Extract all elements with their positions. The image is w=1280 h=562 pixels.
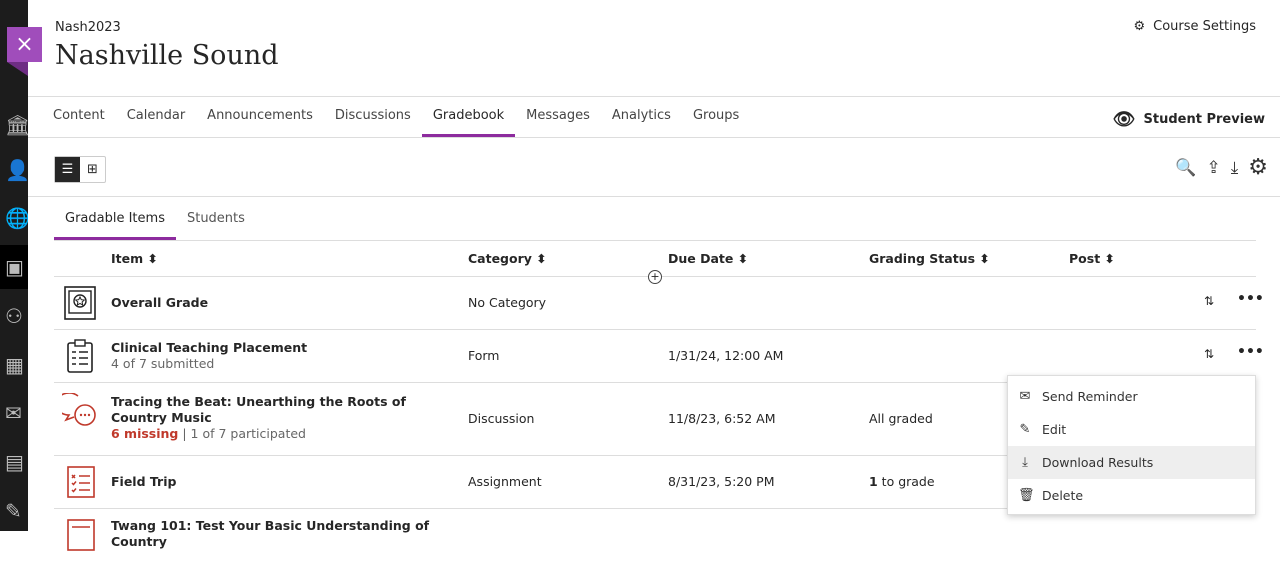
calendar-icon[interactable]: ▦ [5, 353, 24, 377]
course-id: Nash2023 [55, 20, 121, 35]
profile-icon[interactable]: 👤 [5, 158, 28, 182]
eye-icon: 👁 [1112, 109, 1136, 130]
course-nav: Content Calendar Announcements Discussio… [28, 96, 1280, 138]
grading-status[interactable]: 1 to grade [869, 474, 935, 489]
courses-icon[interactable]: ▣ [0, 245, 28, 289]
item-title[interactable]: Clinical Teaching Placement [111, 340, 308, 355]
column-category[interactable]: Category ⬍ [468, 251, 547, 266]
menu-label: Delete [1042, 488, 1084, 503]
close-course-button[interactable]: × [7, 27, 42, 76]
menu-label: Send Reminder [1042, 389, 1138, 404]
tab-content[interactable]: Content [53, 108, 105, 123]
view-toggle: ☰ ⊞ [54, 156, 106, 183]
globe-icon[interactable]: 🌐 [5, 206, 28, 230]
more-options-icon[interactable]: ••• [1237, 344, 1264, 360]
tab-groups[interactable]: Groups [692, 108, 740, 123]
column-grading-status[interactable]: Grading Status ⬍ [869, 251, 990, 266]
table-row: Clinical Teaching Placement 4 of 7 submit… [54, 330, 1264, 383]
item-participation: | 1 of 7 participated [178, 426, 306, 441]
tab-messages[interactable]: Messages [526, 108, 590, 123]
discussion-icon [62, 393, 96, 426]
grading-status: All graded [869, 411, 933, 426]
tab-gradable-items[interactable]: Gradable Items [54, 197, 176, 240]
menu-label: Edit [1042, 422, 1067, 437]
item-name[interactable]: Clinical Teaching Placement 4 of 7 submit… [111, 340, 441, 372]
column-post[interactable]: Post ⬍ [1069, 251, 1115, 266]
table-row: Twang 101: Test Your Basic Understanding… [54, 509, 1256, 562]
list-view-button[interactable]: ☰ [55, 157, 80, 182]
to-grade-count: 1 [869, 474, 878, 489]
messages-icon[interactable]: ✉ [5, 401, 22, 425]
to-grade-label: to grade [877, 474, 935, 489]
gear-icon[interactable]: ⚙ [1248, 155, 1268, 180]
menu-item-send-reminder[interactable]: ✉ Send Reminder [1008, 380, 1255, 413]
tab-announcements[interactable]: Announcements [207, 108, 313, 123]
menu-label: Download Results [1042, 455, 1154, 470]
student-preview-label: Student Preview [1143, 112, 1265, 127]
divider [28, 196, 1280, 197]
page-title: Nashville Sound [55, 40, 279, 71]
pencil-icon: ✎ [1019, 422, 1031, 437]
item-category: No Category [468, 295, 547, 310]
tab-analytics[interactable]: Analytics [611, 108, 671, 123]
tab-gradebook[interactable]: Gradebook [421, 97, 516, 137]
item-due-date: 8/31/23, 5:20 PM [668, 474, 775, 489]
add-item-button[interactable]: + [648, 270, 662, 284]
upload-icon[interactable]: ⇪ [1206, 157, 1221, 178]
item-options-menu: ✉ Send Reminder ✎ Edit ⤓ Download Results 🗑… [1007, 375, 1256, 515]
item-name[interactable]: Field Trip [111, 474, 177, 489]
table-row: Overall Grade No Category ⇅ ••• [54, 277, 1264, 330]
tools-icon[interactable]: ✎ [5, 499, 22, 523]
item-name[interactable]: Twang 101: Test Your Basic Understanding… [111, 518, 430, 549]
column-due-date[interactable]: Due Date ⬍ [668, 251, 749, 266]
global-sidebar: 🏛 👤 🌐 ▣ ⚇ ▦ ✉ ▤ ✎ [0, 0, 28, 531]
item-name[interactable]: Tracing the Beat: Unearthing the Roots o… [111, 394, 441, 442]
table-row: Field Trip Assignment 8/31/23, 5:20 PM 1… [54, 456, 1256, 509]
course-settings-button[interactable]: ⚙ Course Settings [1134, 19, 1257, 34]
institution-icon[interactable]: 🏛 [5, 113, 28, 137]
menu-item-download-results[interactable]: ⤓ Download Results [1008, 446, 1255, 479]
form-icon [67, 339, 93, 373]
reorder-icon[interactable]: ⇅ [1204, 347, 1215, 361]
grid-view-button[interactable]: ⊞ [87, 162, 98, 177]
item-due-date: 1/31/24, 12:00 AM [668, 348, 784, 363]
table-row: Tracing the Beat: Unearthing the Roots o… [54, 383, 1256, 456]
trash-icon: 🗑 [1018, 488, 1035, 503]
envelope-icon: ✉ [1019, 389, 1031, 404]
gear-icon: ⚙ [1133, 19, 1146, 34]
item-category: Discussion [468, 411, 535, 426]
menu-item-edit[interactable]: ✎ Edit [1008, 413, 1255, 446]
menu-item-delete[interactable]: 🗑 Delete [1008, 479, 1255, 512]
missing-count[interactable]: 6 missing [111, 426, 179, 441]
close-icon: × [15, 32, 34, 57]
tab-discussions[interactable]: Discussions [334, 108, 411, 123]
item-title[interactable]: Tracing the Beat: Unearthing the Roots o… [111, 394, 406, 425]
more-options-icon[interactable]: ••• [1237, 291, 1264, 307]
grades-icon[interactable]: ▤ [5, 450, 24, 474]
test-icon [67, 519, 95, 551]
tab-calendar[interactable]: Calendar [126, 108, 186, 123]
assignment-icon [67, 466, 95, 498]
reorder-icon[interactable]: ⇅ [1204, 294, 1215, 308]
overall-grade-icon [64, 286, 96, 320]
item-category: Assignment [468, 474, 542, 489]
download-icon: ⤓ [1022, 455, 1028, 470]
student-preview-button[interactable]: 👁 Student Preview [1113, 109, 1265, 130]
column-item[interactable]: Item ⬍ [111, 251, 158, 266]
gradebook-toolbar: 🔍 ⇪ ⤓ ⚙ [1175, 155, 1268, 180]
item-category: Form [468, 348, 500, 363]
organizations-icon[interactable]: ⚇ [5, 304, 23, 328]
gradebook-subtabs: Gradable Items Students [54, 197, 1256, 241]
download-icon[interactable]: ⤓ [1230, 157, 1239, 178]
course-settings-label: Course Settings [1153, 19, 1256, 34]
tab-students[interactable]: Students [186, 211, 245, 226]
search-report-icon[interactable]: 🔍 [1175, 157, 1197, 178]
item-name[interactable]: Overall Grade [111, 295, 209, 310]
item-submissions: 4 of 7 submitted [111, 356, 215, 371]
item-due-date: 11/8/23, 6:52 AM [668, 411, 776, 426]
